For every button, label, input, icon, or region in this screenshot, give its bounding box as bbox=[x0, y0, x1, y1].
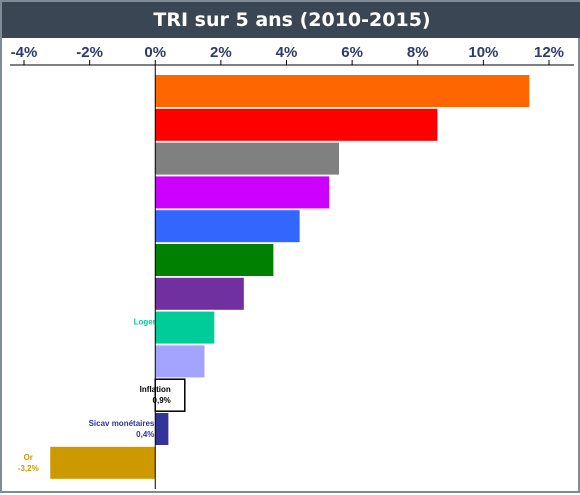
bar bbox=[155, 345, 205, 378]
bar-value-label: 3,6% bbox=[241, 261, 259, 270]
bar bbox=[50, 446, 156, 479]
x-tick-label: 2% bbox=[210, 44, 232, 61]
x-tick-label: -4% bbox=[11, 44, 38, 61]
bar-value-label: 1,5% bbox=[172, 362, 190, 371]
bar bbox=[155, 413, 169, 445]
bar bbox=[155, 244, 274, 276]
chart-title: TRI sur 5 ans (2010-2015) bbox=[2, 2, 580, 38]
bar-category-label: Logement Paris bbox=[199, 250, 260, 259]
bar-value-label: 5,3% bbox=[297, 193, 315, 202]
bar-value-label: 0,9% bbox=[153, 396, 171, 405]
bar bbox=[155, 108, 438, 141]
bar-category-label: SCPI bbox=[296, 182, 315, 191]
x-tick-label: 8% bbox=[407, 44, 429, 61]
bar-category-label: Obligations bbox=[242, 216, 287, 225]
x-tick-label: 12% bbox=[534, 44, 564, 61]
bar-value-label: -3,2% bbox=[18, 464, 39, 473]
x-tick-label: 10% bbox=[468, 44, 498, 61]
bar-category-label: Actions bbox=[394, 115, 424, 124]
bar bbox=[154, 378, 186, 412]
bar-value-label: 11,4% bbox=[493, 92, 515, 101]
x-tick-label: 6% bbox=[341, 44, 363, 61]
bar-category-label: Bureaux France bbox=[265, 149, 326, 158]
bar-value-label: 4,4% bbox=[267, 227, 285, 236]
x-tick-label: -2% bbox=[76, 44, 103, 61]
x-tick-label: 0% bbox=[144, 44, 166, 61]
bar bbox=[155, 311, 215, 344]
bar bbox=[155, 75, 530, 107]
bar bbox=[155, 210, 300, 243]
bar-value-label: 5,6% bbox=[307, 160, 325, 169]
bar-value-label: 0,4% bbox=[136, 430, 154, 439]
bar-category-label: Foncières bbox=[478, 81, 516, 90]
bar bbox=[155, 277, 244, 310]
bar-category-label: Assurance-vie bbox=[175, 284, 230, 293]
bar bbox=[155, 176, 330, 209]
bar-category-label: Livret A bbox=[161, 351, 191, 360]
bar-value-label: 8,6% bbox=[405, 126, 423, 135]
x-tick-label: 4% bbox=[276, 44, 298, 61]
bar-category-label: Or bbox=[24, 453, 33, 462]
bar bbox=[155, 142, 339, 175]
bar-value-label: 1,8% bbox=[182, 329, 200, 338]
bar-category-label: Sicav monétaires bbox=[89, 419, 155, 428]
bar-category-label: Logement France bbox=[134, 318, 201, 327]
bar-value-label: 2,7% bbox=[212, 295, 230, 304]
